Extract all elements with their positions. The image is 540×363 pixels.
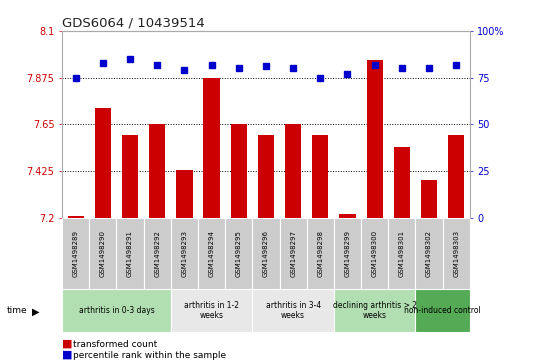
Text: GSM1498289: GSM1498289 [73,230,79,277]
Bar [339,214,356,218]
Bar [68,216,84,218]
Bar [144,218,171,289]
Text: GSM1498300: GSM1498300 [372,230,377,277]
Bar [171,289,252,332]
Bar [443,218,470,289]
Text: GSM1498299: GSM1498299 [345,230,350,277]
Text: GSM1498296: GSM1498296 [263,230,269,277]
Text: GSM1498291: GSM1498291 [127,230,133,277]
Text: transformed count: transformed count [73,340,157,348]
Bar [421,180,437,218]
Bar [62,289,171,332]
Text: GSM1498290: GSM1498290 [100,230,106,277]
Text: GDS6064 / 10439514: GDS6064 / 10439514 [62,17,205,30]
Bar [149,124,165,218]
Text: GSM1498292: GSM1498292 [154,230,160,277]
Bar [252,289,334,332]
Bar [334,289,415,332]
Bar [176,170,193,218]
Bar [394,147,410,218]
Text: GSM1498298: GSM1498298 [318,230,323,277]
Text: time: time [6,306,27,315]
Bar [367,60,383,218]
Bar [89,218,117,289]
Text: GSM1498301: GSM1498301 [399,230,405,277]
Bar [448,135,464,218]
Bar [388,218,415,289]
Bar [280,218,307,289]
Bar [171,218,198,289]
Bar [231,124,247,218]
Text: non-induced control: non-induced control [404,306,481,315]
Text: GSM1498297: GSM1498297 [290,230,296,277]
Text: arthritis in 0-3 days: arthritis in 0-3 days [79,306,154,315]
Bar [117,218,144,289]
Bar [225,218,252,289]
Bar [204,78,220,218]
Text: arthritis in 3-4
weeks: arthritis in 3-4 weeks [266,301,321,320]
Bar [361,218,388,289]
Bar [258,135,274,218]
Text: ▶: ▶ [32,307,40,317]
Text: declining arthritis > 2
weeks: declining arthritis > 2 weeks [333,301,417,320]
Text: arthritis in 1-2
weeks: arthritis in 1-2 weeks [184,301,239,320]
Text: GSM1498293: GSM1498293 [181,230,187,277]
Text: GSM1498303: GSM1498303 [453,230,459,277]
Bar [307,218,334,289]
Bar [252,218,280,289]
Text: ■: ■ [62,339,76,349]
Text: GSM1498294: GSM1498294 [208,230,214,277]
Bar [122,135,138,218]
Text: GSM1498302: GSM1498302 [426,230,432,277]
Text: percentile rank within the sample: percentile rank within the sample [73,351,226,359]
Bar [285,124,301,218]
Bar [415,289,470,332]
Bar [415,218,443,289]
Bar [334,218,361,289]
Text: GSM1498295: GSM1498295 [236,230,242,277]
Bar [94,108,111,218]
Bar [62,218,89,289]
Bar [312,135,328,218]
Text: ■: ■ [62,350,76,360]
Bar [198,218,225,289]
